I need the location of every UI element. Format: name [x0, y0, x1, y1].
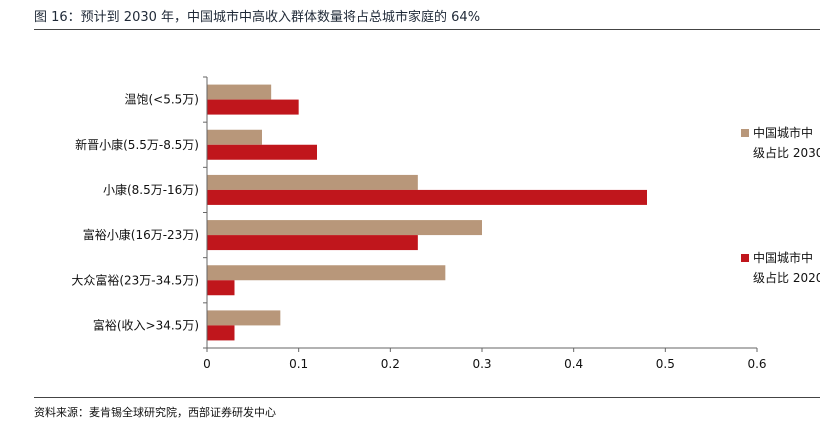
x-tick-label: 0.1 — [289, 357, 308, 371]
bars-group — [207, 84, 647, 341]
legend-swatch-2020 — [741, 254, 749, 262]
bar-2020-1 — [207, 144, 317, 160]
x-tick-label: 0.4 — [564, 357, 583, 371]
legend-swatch-2030 — [741, 129, 749, 137]
category-label: 富裕小康(16万-23万) — [83, 227, 199, 242]
x-tick-label: 0.2 — [381, 357, 400, 371]
x-tick-label: 0 — [203, 357, 211, 371]
bar-2030-1 — [207, 129, 262, 145]
legend-label-2020-line2: 级占比 2020 — [753, 271, 820, 285]
category-label: 大众富裕(23万-34.5万) — [71, 272, 199, 287]
x-tick-label: 0.3 — [472, 357, 491, 371]
bar-2030-0 — [207, 84, 272, 100]
bar-2030-4 — [207, 265, 446, 281]
axes-group — [203, 76, 758, 352]
legend-item-2020: 中国城市中 级占比 2020 — [741, 248, 820, 288]
source-divider — [34, 397, 820, 398]
bar-2020-0 — [207, 99, 299, 115]
legend-label-2020-line1: 中国城市中 — [753, 251, 814, 265]
legend-label-2030-line2: 级占比 2030 — [753, 146, 820, 160]
x-tick-label: 0.5 — [656, 357, 675, 371]
bar-2030-2 — [207, 174, 418, 190]
labels-group: 温饱(<5.5万) 新晋小康(5.5万-8.5万) 小康(8.5万-16万) 富裕小康… — [71, 92, 766, 371]
bar-2020-5 — [207, 325, 235, 341]
bar-2020-4 — [207, 280, 235, 296]
title-divider — [34, 29, 820, 30]
category-label: 小康(8.5万-16万) — [103, 182, 199, 197]
category-label: 富裕(收入>34.5万) — [93, 317, 199, 332]
x-tick-label: 0.6 — [747, 357, 766, 371]
legend-item-2030: 中国城市中 级占比 2030 — [741, 123, 820, 163]
bar-2020-3 — [207, 235, 418, 251]
category-label: 新晋小康(5.5万-8.5万) — [75, 137, 199, 152]
source-note: 资料来源：麦肯锡全球研究院，西部证券研发中心 — [34, 406, 276, 419]
bar-2020-2 — [207, 189, 647, 205]
figure-title: 图 16：预计到 2030 年，中国城市中高收入群体数量将占总城市家庭的 64% — [34, 10, 481, 25]
category-label: 温饱(<5.5万) — [124, 92, 199, 107]
bar-2030-5 — [207, 310, 281, 326]
bar-2030-3 — [207, 220, 482, 236]
legend-label-2030-line1: 中国城市中 — [753, 126, 814, 140]
